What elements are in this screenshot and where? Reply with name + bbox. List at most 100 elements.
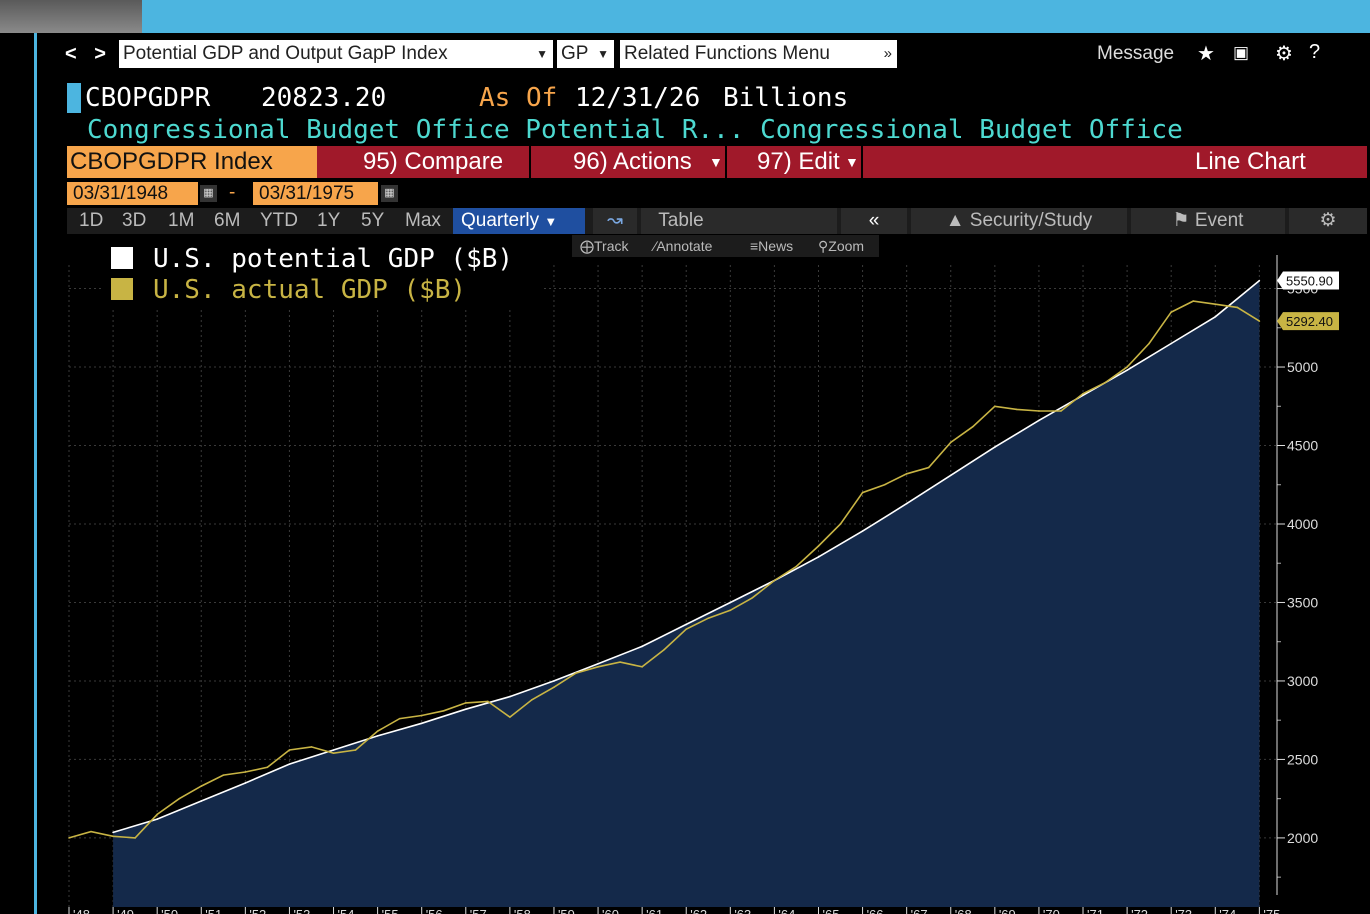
potential-gdp-point bbox=[861, 530, 864, 532]
start-date-field[interactable]: 03/31/1948 bbox=[67, 182, 198, 205]
table-button[interactable]: Table bbox=[641, 208, 721, 234]
zoom-button[interactable]: ⚲ Zoom bbox=[818, 235, 864, 257]
legend-item-actual[interactable]: U.S. actual GDP ($B) bbox=[111, 275, 466, 305]
range-toolbar: 1D 3D 1M 6M YTD 1Y 5Y Max Quarterly ▼ ↝ … bbox=[67, 208, 1367, 234]
x-tick-label: '68 bbox=[955, 907, 972, 914]
gear-icon[interactable]: ⚙ bbox=[1289, 208, 1367, 234]
actual-gdp-point bbox=[773, 579, 776, 582]
actual-gdp-point bbox=[751, 596, 754, 599]
gp-dropdown[interactable]: GP ▼ bbox=[557, 40, 614, 68]
end-date-field[interactable]: 03/31/1975 bbox=[253, 182, 378, 205]
actual-gdp-point bbox=[134, 837, 136, 839]
actual-gdp-point bbox=[641, 666, 643, 668]
news-button[interactable]: ≡ News bbox=[750, 235, 793, 257]
potential-gdp-point bbox=[156, 818, 158, 820]
potential-gdp-point bbox=[464, 708, 467, 711]
chart-type-label[interactable]: Line Chart bbox=[1195, 148, 1306, 175]
event-label: Event bbox=[1194, 210, 1244, 231]
last-value-potential-label: 5550.90 bbox=[1286, 274, 1333, 289]
range-5y[interactable]: 5Y bbox=[361, 210, 385, 231]
annotate-label: Annotate bbox=[656, 238, 713, 254]
x-tick-label: '62 bbox=[690, 907, 707, 914]
y-tick-label: 3500 bbox=[1287, 594, 1318, 610]
potential-gdp-point bbox=[509, 695, 511, 698]
legend-item-potential[interactable]: U.S. potential GDP ($B) bbox=[111, 244, 513, 274]
calendar-icon[interactable]: ▦ bbox=[200, 185, 217, 202]
actual-gdp-point bbox=[354, 749, 357, 751]
as-of-date: 12/31/26 bbox=[575, 83, 701, 113]
x-tick-label: '61 bbox=[646, 907, 663, 914]
security-study-label: Security/Study bbox=[969, 210, 1093, 231]
actual-gdp-point bbox=[1038, 410, 1040, 412]
actual-gdp-point bbox=[905, 472, 908, 475]
actual-gdp-point bbox=[1016, 408, 1018, 411]
actual-gdp-point bbox=[1126, 366, 1128, 368]
event-button[interactable]: ⚑ Event bbox=[1131, 208, 1285, 234]
track-label: Track bbox=[594, 238, 629, 254]
calendar-icon[interactable]: ▦ bbox=[381, 185, 398, 202]
x-tick-label: '59 bbox=[558, 907, 575, 914]
os-top-bar bbox=[0, 0, 1370, 33]
actual-gdp-point bbox=[1236, 306, 1239, 309]
actual-gdp-point bbox=[971, 425, 974, 428]
actual-gdp-point bbox=[1104, 381, 1106, 384]
legend-label-actual: U.S. actual GDP ($B) bbox=[153, 275, 467, 305]
range-1m[interactable]: 1M bbox=[168, 210, 195, 231]
actual-gdp-point bbox=[1060, 410, 1062, 412]
actual-gdp-point bbox=[464, 702, 467, 704]
actual-gdp-point bbox=[156, 813, 158, 816]
units-label: Billions bbox=[723, 83, 849, 113]
ticker-index-field[interactable]: CBOPGDPR Index bbox=[67, 146, 317, 178]
y-tick-label: 5000 bbox=[1287, 359, 1318, 375]
range-ytd[interactable]: YTD bbox=[260, 210, 298, 231]
actual-gdp-point bbox=[200, 785, 203, 787]
x-tick-label: '56 bbox=[426, 907, 443, 914]
potential-gdp-point bbox=[420, 722, 423, 725]
range-3d[interactable]: 3D bbox=[122, 210, 147, 231]
function-dropdown[interactable]: Potential GDP and Output GapP Index ▼ bbox=[119, 40, 553, 68]
potential-gdp-point bbox=[905, 502, 908, 505]
chevron-down-icon: ▼ bbox=[845, 154, 859, 170]
caret-down-icon: ▼ bbox=[544, 214, 558, 229]
potential-gdp-point bbox=[1082, 394, 1084, 397]
compare-button[interactable]: 95) Compare bbox=[363, 148, 504, 175]
line-chart-icon[interactable]: ↝ bbox=[593, 208, 637, 234]
zoom-label: Zoom bbox=[828, 238, 865, 254]
range-6m[interactable]: 6M bbox=[214, 210, 241, 231]
back-forward-arrows[interactable]: < > bbox=[65, 43, 112, 65]
x-tick-label: '67 bbox=[911, 907, 928, 914]
x-tick-label: '75 bbox=[1263, 907, 1280, 914]
help-icon[interactable]: ? bbox=[1309, 41, 1321, 63]
range-max[interactable]: Max bbox=[405, 210, 441, 231]
actual-gdp-point bbox=[861, 491, 864, 494]
message-button[interactable]: Message bbox=[1097, 43, 1175, 64]
chart-legend: U.S. potential GDP ($B) U.S. actual GDP … bbox=[101, 241, 541, 307]
potential-gdp-point bbox=[949, 474, 952, 477]
potential-gdp-point bbox=[1170, 342, 1172, 345]
actual-gdp-point bbox=[531, 698, 533, 701]
range-1d[interactable]: 1D bbox=[79, 210, 104, 231]
news-label: News bbox=[758, 238, 794, 254]
y-tick-label: 4500 bbox=[1287, 438, 1318, 454]
annotate-button[interactable]: ∕ Annotate bbox=[654, 235, 712, 257]
actual-gdp-point bbox=[729, 609, 732, 612]
window-icon[interactable]: ▣ bbox=[1233, 43, 1250, 62]
actual-gdp-point bbox=[597, 666, 599, 668]
divider bbox=[529, 146, 531, 178]
actions-button[interactable]: 96) Actions bbox=[573, 148, 692, 175]
track-button[interactable]: ⨁ Track bbox=[580, 235, 628, 257]
range-1y[interactable]: 1Y bbox=[317, 210, 341, 231]
x-tick-label: '58 bbox=[514, 907, 531, 914]
actual-gdp-point bbox=[795, 565, 798, 568]
security-marker bbox=[67, 83, 81, 113]
line-chart[interactable]: 20002500300035004000450050005500 '48'49'… bbox=[67, 235, 1370, 914]
gear-icon[interactable]: ⚙ bbox=[1275, 43, 1293, 65]
collapse-button[interactable]: « bbox=[841, 208, 907, 234]
security-study-button[interactable]: ▲ Security/Study bbox=[911, 208, 1127, 234]
x-tick-label: '50 bbox=[161, 907, 178, 914]
related-functions-menu[interactable]: Related Functions Menu » bbox=[620, 40, 897, 68]
edit-button[interactable]: 97) Edit bbox=[757, 148, 840, 175]
star-icon[interactable]: ★ bbox=[1197, 43, 1215, 65]
x-tick-label: '65 bbox=[822, 907, 839, 914]
frequency-dropdown[interactable]: Quarterly ▼ bbox=[453, 208, 585, 234]
